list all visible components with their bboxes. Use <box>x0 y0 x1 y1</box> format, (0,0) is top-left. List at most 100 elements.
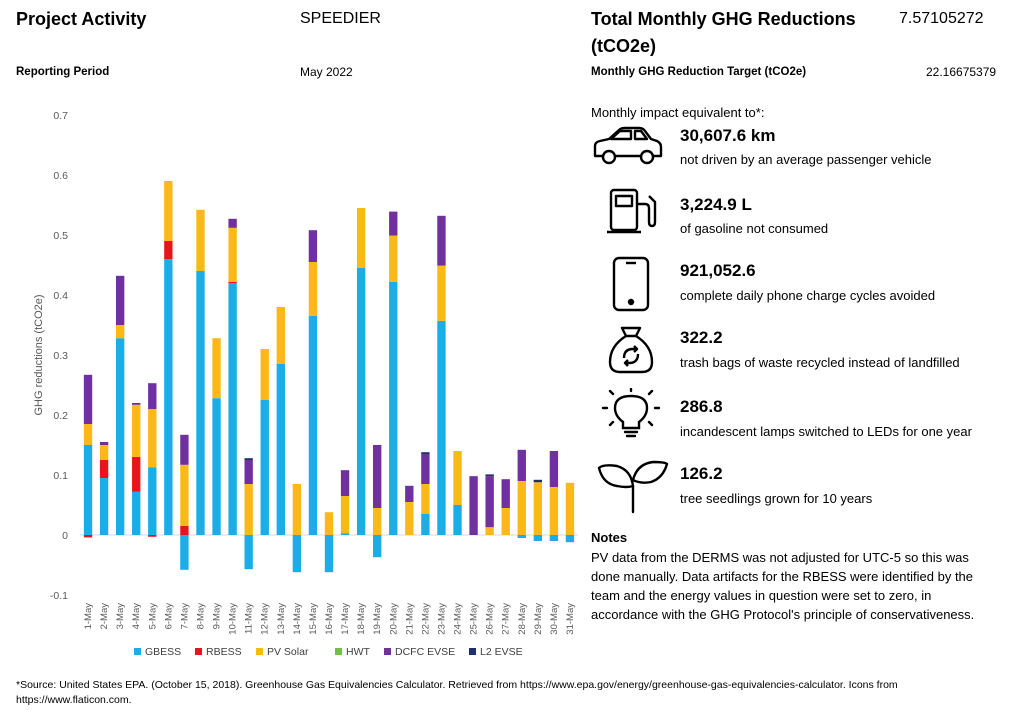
equiv-desc-phone: complete daily phone charge cycles avoid… <box>680 288 936 303</box>
bar-gbess <box>453 505 462 535</box>
equiv-desc-km: not driven by an average passenger vehic… <box>680 152 932 167</box>
legend-item: HWT <box>335 646 370 658</box>
y-tick-label: 0.4 <box>53 290 68 302</box>
bar-pv-solar <box>549 487 559 535</box>
bar-rbess <box>83 535 93 538</box>
bar-dcfc-evse <box>83 374 93 424</box>
x-tick-label: 30-May <box>549 603 560 635</box>
project-activity-value: SPEEDIER <box>300 10 381 27</box>
bar-pv-solar <box>501 508 510 535</box>
x-tick-label: 5-May <box>147 603 158 630</box>
x-tick-label: 4-May <box>131 603 142 630</box>
legend-swatch <box>335 648 342 655</box>
equiv-value-trash: 322.2 <box>680 328 723 347</box>
equivalents-intro: Monthly impact equivalent to*: <box>591 105 765 120</box>
reporting-period-label: Reporting Period <box>16 66 110 78</box>
bar-pv-solar <box>132 404 141 457</box>
bar-gbess <box>389 281 398 535</box>
x-tick-label: 26-May <box>485 603 496 635</box>
bar-gbess <box>533 535 543 541</box>
ghg-stacked-bar-chart: -0.1 0 0.1 0.2 0.3 0.4 0.5 0.6 0.7 GHG reductions… <box>33 110 578 658</box>
bar-dcfc-evse <box>437 215 446 266</box>
equiv-value-km: 30,607.6 km <box>680 126 776 145</box>
legend-label: L2 EVSE <box>480 646 523 658</box>
bar-gbess <box>517 535 526 538</box>
bar-pv-solar <box>244 484 253 535</box>
bar-pv-solar <box>421 484 430 514</box>
equiv-desc-gasoline: of gasoline not consumed <box>680 221 829 236</box>
x-tick-label: 11-May <box>244 603 255 634</box>
bar-l2-evse <box>244 458 253 460</box>
bar-pv-solar <box>164 181 173 241</box>
bar-gbess <box>83 445 93 535</box>
bar-dcfc-evse <box>501 479 510 508</box>
x-tick-label: 22-May <box>420 603 431 635</box>
bar-dcfc-evse <box>389 211 398 236</box>
bar-pv-solar <box>276 307 285 364</box>
bar-pv-solar <box>292 484 302 535</box>
y-tick-label: 0.3 <box>53 350 68 362</box>
bar-l2-evse <box>132 403 141 404</box>
equiv-value-gasoline: 3,224.9 L <box>680 195 752 214</box>
bar-pv-solar <box>196 209 205 271</box>
bar-pv-solar <box>228 227 237 282</box>
bar-gbess <box>292 535 302 573</box>
bar-rbess <box>180 526 189 535</box>
x-tick-label: 15-May <box>308 603 319 635</box>
bar-pv-solar <box>212 338 221 399</box>
legend-label: PV Solar <box>267 646 309 658</box>
x-tick-label: 9-May <box>212 603 223 630</box>
bar-gbess <box>196 271 205 535</box>
bar-gbess <box>148 467 157 535</box>
legend-swatch <box>384 648 391 655</box>
project-activity-label: Project Activity <box>16 9 147 29</box>
total-reductions-unit: (tCO2e) <box>591 36 657 56</box>
bar-pv-solar <box>148 409 157 468</box>
x-tick-label: 24-May <box>453 603 464 635</box>
y-tick-label: 0.2 <box>53 410 68 422</box>
x-tick-label: 10-May <box>228 603 239 635</box>
y-tick-label: 0.7 <box>53 110 68 122</box>
notes-title: Notes <box>591 530 628 545</box>
x-tick-label: 28-May <box>517 603 528 635</box>
reporting-period-value: May 2022 <box>300 65 353 79</box>
bar-pv-solar <box>437 265 446 321</box>
equiv-desc-lamps: incandescent lamps switched to LEDs for … <box>680 424 972 439</box>
bar-gbess <box>308 316 318 535</box>
x-tick-label: 18-May <box>356 603 367 635</box>
x-tick-label: 14-May <box>292 603 303 635</box>
x-tick-label: 13-May <box>276 603 287 635</box>
bar-gbess <box>340 533 350 535</box>
equiv-value-phone: 921,052.6 <box>680 261 756 280</box>
x-tick-label: 31-May <box>565 603 576 635</box>
legend-label: DCFC EVSE <box>395 646 455 658</box>
legend-item: DCFC EVSE <box>384 646 455 658</box>
x-tick-label: 2-May <box>99 603 110 630</box>
x-tick-label: 6-May <box>163 603 174 630</box>
fuel-pump-icon <box>605 186 657 238</box>
bar-dcfc-evse <box>517 449 526 481</box>
bar-gbess <box>260 400 269 535</box>
seedling-icon <box>597 458 669 514</box>
bar-pv-solar <box>99 445 109 460</box>
bar-gbess <box>115 338 125 535</box>
x-tick-label: 3-May <box>115 603 126 630</box>
bar-gbess <box>549 535 559 541</box>
bar-rbess <box>132 457 141 492</box>
legend-swatch <box>134 648 141 655</box>
total-reductions-label: Total Monthly GHG Reductions <box>591 9 856 29</box>
bar-pv-solar <box>453 451 462 505</box>
bar-rbess <box>164 241 173 259</box>
y-tick-label: 0.1 <box>53 470 68 482</box>
bar-pv-solar <box>356 208 366 268</box>
legend-swatch <box>195 648 202 655</box>
bar-dcfc-evse <box>485 476 494 528</box>
bar-pv-solar <box>340 496 350 534</box>
bar-gbess <box>180 535 189 570</box>
legend-item: PV Solar <box>256 646 309 658</box>
bar-dcfc-evse <box>148 383 157 409</box>
bar-dcfc-evse <box>405 485 414 502</box>
legend-label: GBESS <box>145 646 181 658</box>
bar-dcfc-evse <box>549 451 559 487</box>
bar-rbess <box>228 281 237 283</box>
